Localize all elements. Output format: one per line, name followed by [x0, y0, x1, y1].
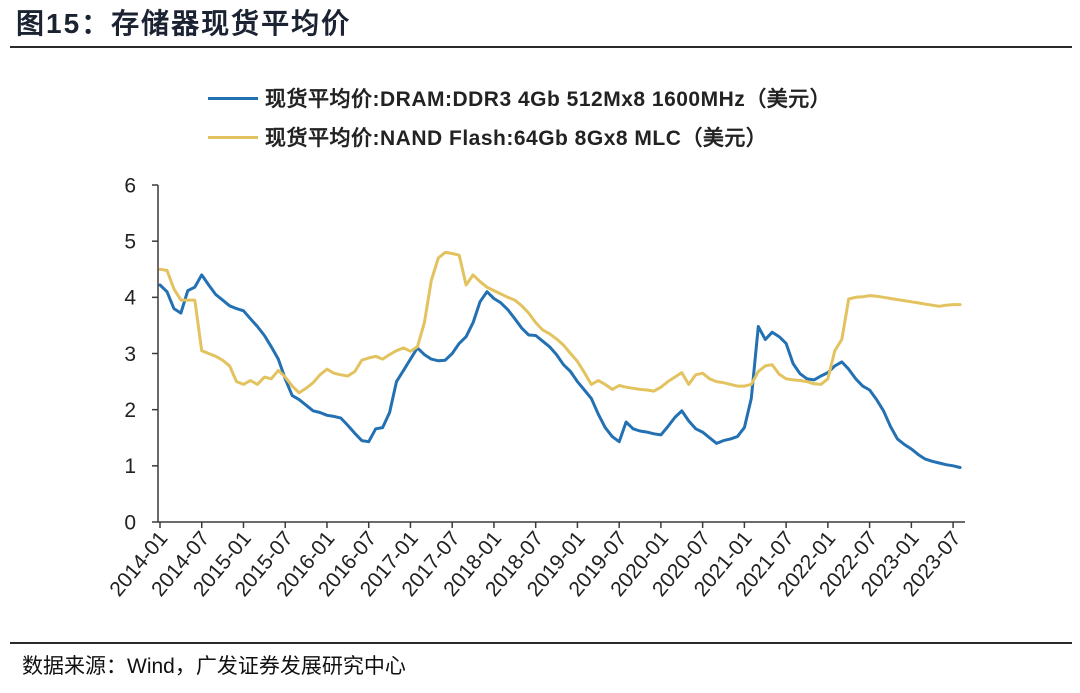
figure-title: 图15：存储器现货平均价 [16, 8, 352, 39]
series-line-dram [158, 273, 962, 469]
y-tick-label: 2 [124, 399, 136, 422]
series-line-nand [158, 250, 962, 395]
y-tick-label: 3 [124, 343, 136, 366]
title-divider [10, 46, 1072, 48]
legend-swatch-dram [208, 96, 258, 100]
chart-legend: 现货平均价:DRAM:DDR3 4Gb 512Mx8 1600MHz（美元） 现… [208, 82, 831, 160]
legend-swatch-nand [208, 135, 258, 139]
y-tick-label: 1 [124, 455, 136, 478]
legend-item-dram: 现货平均价:DRAM:DDR3 4Gb 512Mx8 1600MHz（美元） [208, 82, 831, 114]
y-tick-label: 4 [124, 287, 136, 310]
legend-item-nand: 现货平均价:NAND Flash:64Gb 8Gx8 MLC（美元） [208, 121, 831, 153]
x-axis-ticks: 2014-012014-072015-012015-072016-012016-… [105, 522, 966, 601]
legend-label-nand: 现货平均价:NAND Flash:64Gb 8Gx8 MLC（美元） [265, 127, 768, 150]
y-tick-label: 0 [124, 511, 136, 534]
legend-label-dram: 现货平均价:DRAM:DDR3 4Gb 512Mx8 1600MHz（美元） [265, 88, 832, 111]
y-tick-label: 5 [124, 231, 136, 254]
y-tick-label: 6 [124, 174, 136, 197]
source-note: 数据来源：Wind，广发证券发展研究中心 [22, 655, 406, 678]
y-axis-ticks: 0 1 2 3 4 5 6 [124, 174, 158, 534]
footer-divider [10, 642, 1072, 644]
